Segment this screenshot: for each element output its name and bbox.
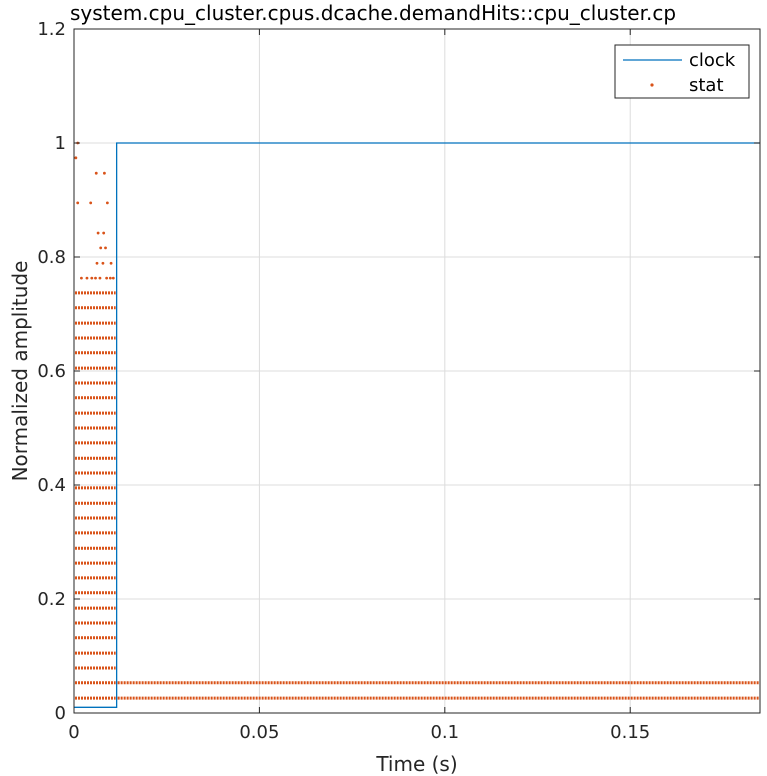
stat-point (94, 171, 98, 175)
stat-point (105, 276, 109, 280)
y-axis-ticks: 0 0.2 0.4 0.6 0.8 1 1.2 (37, 19, 760, 724)
legend-box (614, 44, 750, 99)
x-tick-label: 0.1 (430, 722, 459, 743)
stat-point (99, 246, 103, 250)
stat-point (101, 261, 105, 265)
x-axis-label: Time (s) (375, 752, 457, 776)
y-tick-label: 1.2 (37, 19, 66, 40)
legend: clock stat (614, 44, 750, 99)
stat-point (102, 231, 106, 235)
chart-title: system.cpu_cluster.cpus.dcache.demandHit… (70, 1, 676, 25)
series-stat (74, 141, 760, 700)
y-tick-label: 0.8 (37, 247, 66, 268)
stat-point (89, 201, 93, 205)
stat-point (108, 276, 112, 280)
y-tick-label: 0.4 (37, 475, 66, 496)
stat-point (105, 201, 109, 205)
y-tick-label: 0.6 (37, 361, 66, 382)
stat-point (90, 276, 94, 280)
x-tick-label: 0.05 (239, 722, 279, 743)
stat-point (74, 156, 78, 160)
stat-point (103, 171, 106, 175)
stat-point (85, 276, 89, 280)
stat-point (98, 276, 102, 280)
x-tick-label: 0 (68, 722, 79, 743)
y-axis-label: Normalized amplitude (8, 261, 32, 482)
legend-label-stat: stat (689, 75, 724, 96)
x-axis-ticks: 0 0.05 0.1 0.15 (68, 29, 650, 743)
stat-point (76, 201, 80, 205)
stat-point (104, 246, 107, 250)
series-clock-line (74, 142, 760, 708)
legend-label-clock: clock (689, 50, 736, 71)
stat-point (111, 276, 115, 280)
y-tick-label: 0 (55, 703, 66, 724)
stat-point (95, 261, 99, 265)
stat-point (80, 276, 83, 280)
legend-swatch-stat (650, 83, 654, 87)
stat-point (96, 231, 100, 235)
x-tick-label: 0.15 (610, 722, 650, 743)
y-tick-label: 1 (55, 133, 66, 154)
y-tick-label: 0.2 (37, 589, 66, 610)
stat-point (109, 261, 113, 265)
stat-point (94, 276, 97, 280)
